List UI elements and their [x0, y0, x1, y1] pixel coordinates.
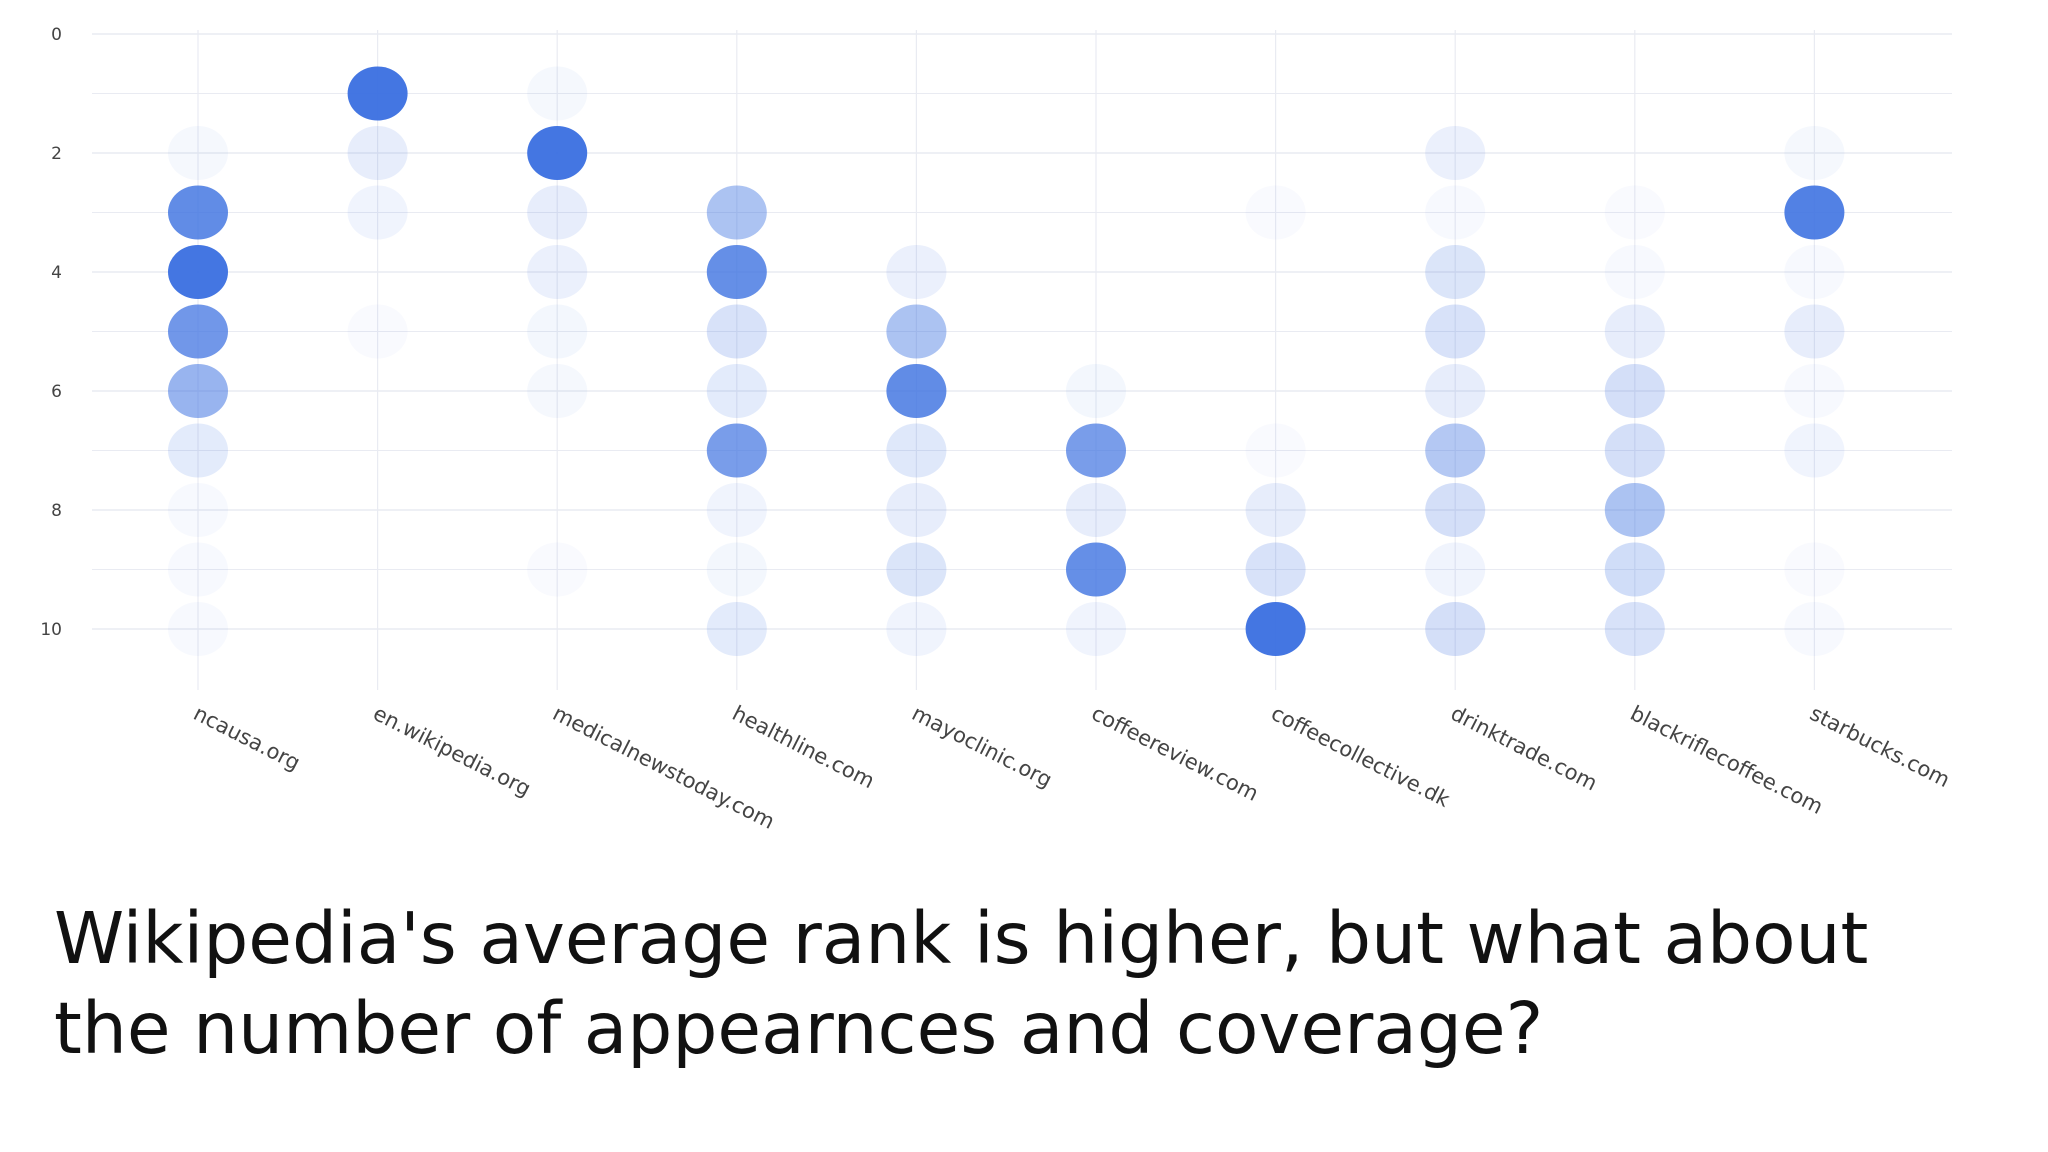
data-point	[168, 602, 228, 656]
data-point	[527, 364, 588, 418]
data-point	[706, 364, 767, 418]
data-point	[1425, 185, 1486, 240]
x-category-label: en.wikipedia.org	[369, 701, 534, 801]
data-point	[347, 66, 408, 121]
caption-line-1: Wikipedia's average rank is higher, but …	[54, 897, 1869, 980]
data-point	[527, 304, 588, 359]
data-point	[1784, 304, 1845, 359]
data-point	[886, 423, 947, 478]
data-point	[168, 126, 228, 180]
data-point	[706, 542, 767, 597]
data-point	[527, 126, 588, 180]
data-point	[706, 602, 767, 656]
data-point	[1066, 542, 1126, 597]
data-point	[1784, 245, 1845, 299]
data-point	[1604, 483, 1665, 537]
y-tick-label: 6	[51, 382, 62, 402]
y-tick-label: 0	[51, 25, 62, 45]
data-point	[168, 483, 228, 537]
x-category-label: drinktrade.com	[1447, 701, 1601, 795]
data-point	[1784, 126, 1845, 180]
slide-caption: Wikipedia's average rank is higher, but …	[54, 894, 1954, 1074]
data-point	[1604, 602, 1665, 656]
data-point	[1066, 423, 1126, 478]
data-point	[1604, 364, 1665, 418]
data-point	[527, 66, 588, 121]
data-point	[168, 304, 228, 359]
data-point	[347, 126, 408, 180]
data-point	[1784, 423, 1845, 478]
data-point	[1425, 364, 1486, 418]
data-point	[347, 185, 408, 240]
data-point	[1425, 304, 1486, 359]
y-tick-label: 8	[51, 501, 62, 521]
x-category-label: mayoclinic.org	[908, 701, 1056, 792]
y-tick-label: 2	[51, 144, 62, 164]
data-point	[1245, 602, 1306, 656]
data-point	[527, 185, 588, 240]
data-point	[1604, 542, 1665, 597]
data-point	[1246, 424, 1306, 478]
data-point	[1604, 304, 1665, 359]
data-point	[168, 364, 228, 418]
x-category-label: coffeereview.com	[1088, 701, 1263, 806]
data-point	[706, 304, 767, 359]
data-point	[1066, 602, 1126, 656]
x-category-label: ncausa.org	[190, 701, 304, 775]
data-point	[348, 305, 408, 359]
data-point	[1245, 542, 1306, 597]
data-point	[1425, 126, 1486, 180]
data-point	[1425, 542, 1486, 597]
data-point	[1604, 245, 1665, 299]
y-tick-label: 4	[51, 263, 62, 283]
data-point	[1605, 186, 1665, 240]
data-point	[1784, 185, 1845, 240]
data-point	[168, 185, 228, 240]
data-point	[1784, 364, 1845, 418]
data-point	[168, 423, 228, 478]
data-point	[168, 245, 228, 299]
data-point	[1246, 186, 1306, 240]
data-point	[886, 304, 947, 359]
data-point	[1425, 602, 1486, 656]
data-point	[886, 483, 947, 537]
data-point	[706, 185, 767, 240]
x-axis-labels: ncausa.org en.wikipedia.org medicalnewstod…	[190, 701, 1954, 834]
grid	[92, 30, 1952, 690]
data-point	[1425, 245, 1486, 299]
data-point	[886, 542, 947, 597]
data-point	[1066, 364, 1126, 418]
data-point	[706, 423, 767, 478]
data-point	[886, 602, 947, 656]
data-point	[527, 245, 588, 299]
x-category-label: healthline.com	[729, 701, 879, 793]
data-point	[1604, 423, 1665, 478]
data-point	[886, 364, 947, 418]
caption-line-2: the number of appearnces and coverage?	[54, 987, 1544, 1070]
data-point	[1245, 483, 1306, 537]
data-point	[1784, 602, 1845, 656]
data-point	[706, 483, 767, 537]
data-point	[1425, 423, 1486, 478]
data-point	[886, 245, 947, 299]
data-point	[168, 542, 228, 597]
y-axis-ticks: 0 2 4 6 8 10	[40, 25, 62, 640]
data-point	[527, 543, 587, 597]
x-category-label: blackriflecoffee.com	[1627, 701, 1827, 819]
x-category-label: coffeecollective.dk	[1267, 701, 1454, 812]
x-category-label: starbucks.com	[1806, 701, 1954, 792]
data-point	[1425, 483, 1486, 537]
data-point	[706, 245, 767, 299]
data-point	[1066, 483, 1126, 537]
data-point	[1784, 543, 1844, 597]
y-tick-label: 10	[40, 620, 62, 640]
data-points	[168, 66, 1845, 656]
